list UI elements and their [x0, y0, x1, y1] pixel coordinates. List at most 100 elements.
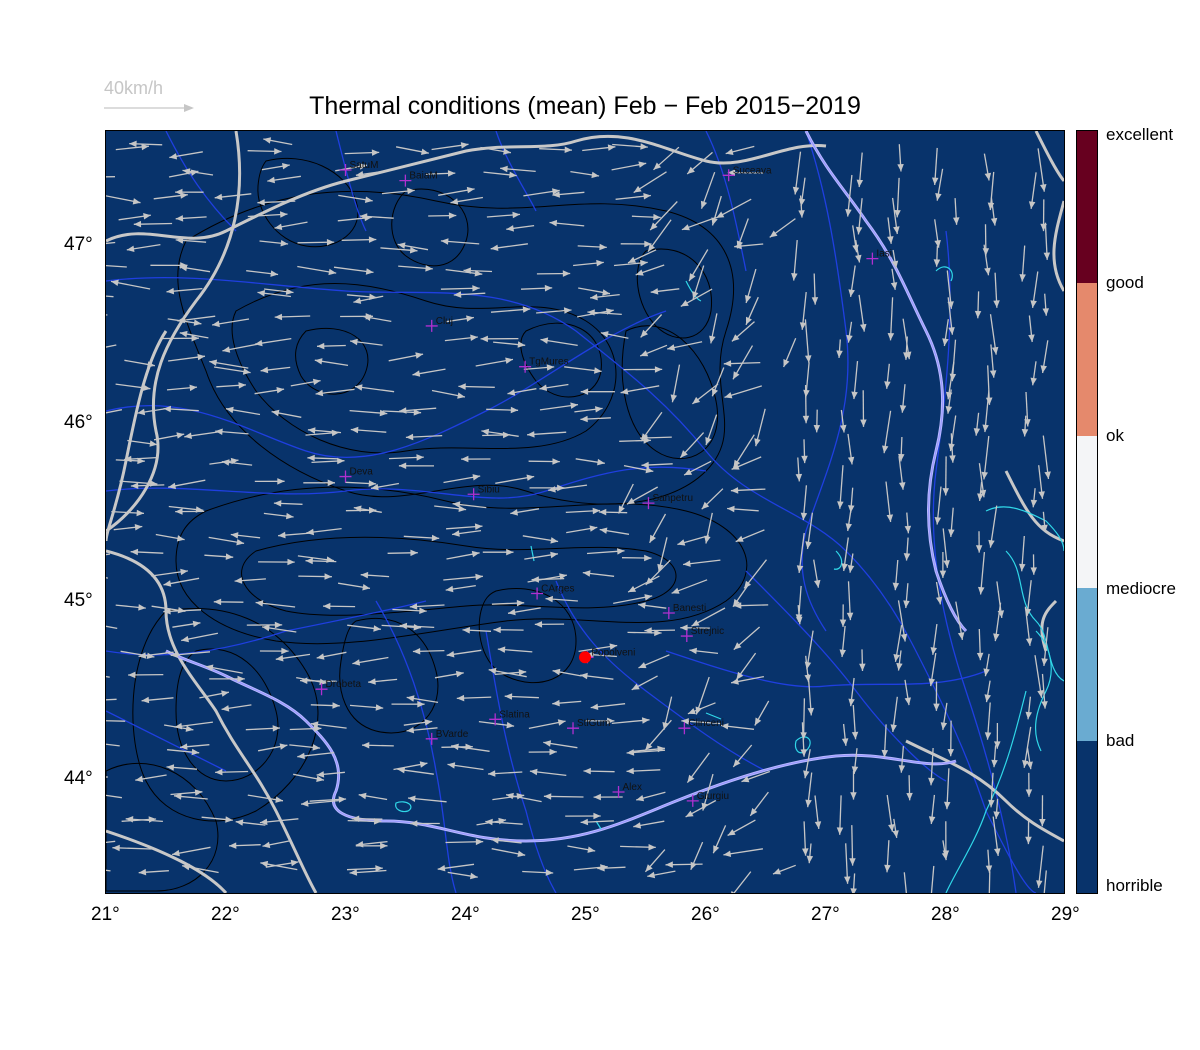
- wind-arrow-head: [279, 743, 288, 750]
- wind-arrow-head: [596, 259, 604, 267]
- wind-arrow-head: [837, 501, 844, 509]
- wind-arrow-head: [510, 406, 519, 414]
- city-clinceni[interactable]: Clinceni: [678, 718, 724, 735]
- city-sanpetru[interactable]: Sanpetru: [642, 493, 693, 510]
- city-satum[interactable]: SatuM: [339, 160, 379, 176]
- wind-arrow-head: [416, 454, 424, 461]
- wind-arrow-head: [704, 535, 711, 544]
- wind-arrow-head: [736, 671, 744, 680]
- wind-arrow-head: [689, 647, 697, 655]
- wind-arrow-head: [257, 199, 265, 206]
- wind-arrow-head: [552, 191, 560, 198]
- wind-arrow-head: [364, 196, 373, 203]
- wind-arrow-head: [166, 764, 175, 771]
- city-stlgum[interactable]: StlGum: [567, 718, 610, 735]
- wind-arrow: [733, 871, 752, 893]
- wind-arrow-head: [1036, 880, 1043, 888]
- wind-arrow-head: [259, 818, 268, 826]
- wind-arrow-head: [796, 616, 803, 625]
- wind-arrow-head: [510, 509, 518, 516]
- wind-arrow-head: [945, 391, 953, 400]
- wind-arrow-head: [527, 431, 535, 438]
- wind-arrow-head: [841, 738, 849, 746]
- wind-arrow-head: [984, 732, 992, 740]
- city-suceava[interactable]: Suceava: [722, 165, 772, 182]
- wind-arrow-head: [803, 770, 810, 779]
- x-tick-label: 28°: [931, 904, 960, 925]
- wind-arrow-head: [600, 331, 609, 338]
- map-panel[interactable]: SatuM BaiaM Suceava Iasi Cluj TgMures Deva Sibi…: [105, 130, 1065, 894]
- wind-arrow-head: [628, 585, 637, 593]
- wind-arrow-head: [741, 776, 750, 783]
- wind-arrow-head: [903, 600, 910, 608]
- wind-arrow-head: [323, 602, 331, 610]
- city-iasi[interactable]: Iasi: [866, 249, 892, 265]
- wind-arrow-head: [792, 186, 800, 195]
- wind-arrow-head: [407, 187, 415, 195]
- city-alex[interactable]: Alex: [612, 782, 642, 798]
- wind-arrow-head: [645, 864, 653, 872]
- wind-arrow-head: [506, 792, 514, 800]
- city-strejnic[interactable]: Strejnic: [680, 626, 724, 643]
- wind-arrow-head: [844, 876, 851, 884]
- wind-arrow-head: [839, 619, 847, 627]
- city-sibiu[interactable]: Sibiu: [467, 484, 500, 501]
- city-baiam[interactable]: BaiaM: [399, 171, 438, 187]
- y-tick-label: 47°: [64, 234, 93, 256]
- wind-arrow-head: [543, 793, 552, 800]
- city-carges[interactable]: CArges: [531, 584, 574, 600]
- city-markers[interactable]: SatuM BaiaM Suceava Iasi Cluj TgMures Deva Sibi…: [315, 160, 892, 807]
- x-tick-label: 27°: [811, 904, 840, 925]
- wind-arrow-head: [845, 523, 852, 531]
- wind-arrow-head: [544, 284, 553, 292]
- wind-arrow-head: [640, 143, 648, 150]
- wind-arrow-head: [687, 708, 696, 715]
- wind-arrow-head: [991, 759, 998, 768]
- wind-arrow-head: [1040, 365, 1047, 373]
- wind-arrow-head: [557, 719, 566, 726]
- city-banesti[interactable]: Banesti: [662, 603, 706, 620]
- wind-arrow-head: [860, 419, 867, 427]
- wind-arrow-head: [813, 425, 821, 433]
- city-giurgiu[interactable]: Giurgiu: [686, 791, 729, 807]
- wind-arrow-head: [935, 193, 942, 201]
- wind-arrow-head: [636, 795, 645, 802]
- wind-arrow-head: [1030, 300, 1037, 308]
- wind-arrow-head: [1041, 524, 1048, 533]
- city-deva[interactable]: Deva: [339, 467, 374, 483]
- city-label: Banesti: [673, 603, 706, 614]
- map-canvas[interactable]: SatuM BaiaM Suceava Iasi Cluj TgMures Deva Sibi…: [106, 131, 1064, 893]
- selected-location-marker[interactable]: [579, 651, 591, 664]
- colorbar-label-mediocre: mediocre: [1106, 579, 1176, 598]
- city-label: Popolveni: [591, 647, 635, 658]
- wind-arrow-head: [437, 865, 446, 872]
- city-drobeta[interactable]: Drobeta: [315, 679, 362, 696]
- wind-arrow-head: [982, 424, 989, 433]
- wind-arrow-head: [1028, 334, 1035, 342]
- wind-scale-arrow-icon: [104, 104, 194, 112]
- wind-arrow-head: [447, 762, 456, 769]
- wind-arrow-head: [163, 580, 172, 587]
- city-tgmures[interactable]: TgMures: [519, 357, 569, 373]
- city-slatina[interactable]: Slatina: [489, 709, 530, 726]
- wind-arrow-head: [485, 818, 493, 826]
- city-label: CArges: [541, 584, 574, 595]
- wind-arrow-head: [506, 225, 514, 232]
- wind-arrow-head: [590, 703, 599, 710]
- city-bvarde[interactable]: BVarde: [425, 729, 469, 745]
- wind-arrows: [106, 137, 1051, 893]
- wind-arrow: [1043, 870, 1047, 893]
- wind-arrow-head: [324, 573, 332, 580]
- wind-arrow-head: [445, 585, 454, 593]
- wind-arrow-head: [598, 508, 607, 516]
- wind-arrow-head: [841, 563, 848, 571]
- city-cluj[interactable]: Cluj: [425, 316, 453, 332]
- wind-arrow-head: [936, 596, 943, 605]
- wind-arrow-head: [731, 678, 739, 685]
- wind-arrow-head: [587, 309, 595, 316]
- wind-arrow-head: [733, 371, 740, 380]
- wind-arrow-head: [417, 700, 425, 708]
- wind-arrow-head: [242, 368, 251, 375]
- city-marker-icon: [531, 587, 544, 600]
- wind-arrow-head: [745, 295, 752, 303]
